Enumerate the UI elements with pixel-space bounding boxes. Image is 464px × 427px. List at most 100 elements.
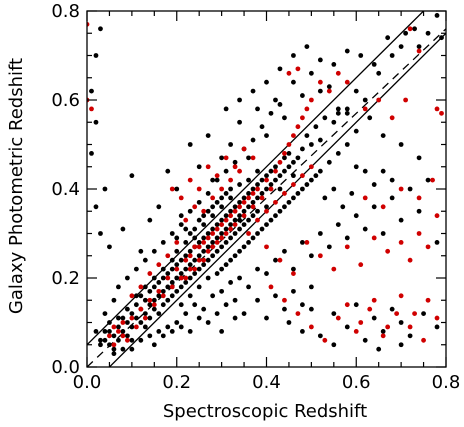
data-point-s1-77 — [250, 191, 256, 196]
data-point-s0-33 — [160, 302, 166, 308]
data-point-s1-82 — [138, 284, 144, 290]
data-point-s0-109 — [255, 208, 260, 214]
data-point-s0-171 — [300, 93, 305, 98]
data-point-s0-328 — [246, 177, 251, 183]
data-point-s0-350 — [268, 217, 274, 223]
data-point-s0-292 — [326, 159, 332, 165]
data-point-s1-132 — [264, 208, 269, 214]
data-point-s0-104 — [250, 199, 256, 205]
data-point-s0-308 — [98, 26, 103, 32]
data-point-s1-32 — [237, 204, 242, 210]
data-point-s0-215 — [317, 333, 323, 339]
data-point-s0-217 — [344, 324, 350, 330]
data-point-s0-346 — [232, 253, 238, 259]
data-point-s0-228 — [376, 346, 382, 352]
data-point-s1-115 — [380, 333, 386, 339]
data-point-s0-155 — [165, 168, 171, 174]
data-point-s0-238 — [219, 329, 225, 334]
data-point-s0-24 — [147, 315, 153, 321]
data-point-s0-314 — [291, 53, 296, 58]
data-point-s0-289 — [300, 186, 305, 192]
data-point-s1-56 — [376, 97, 382, 103]
data-point-s1-70 — [187, 253, 193, 259]
data-point-s0-10 — [124, 320, 130, 325]
data-point-s0-126 — [291, 173, 296, 179]
data-point-s1-28 — [219, 222, 225, 228]
data-point-s0-101 — [246, 204, 251, 210]
data-point-s0-256 — [111, 351, 117, 357]
data-point-s0-61 — [196, 266, 202, 272]
data-point-s0-296 — [362, 168, 368, 174]
data-point-s0-236 — [300, 302, 305, 308]
data-point-s0-158 — [187, 142, 193, 147]
data-point-s1-144 — [205, 164, 211, 170]
data-point-s0-151 — [129, 173, 135, 179]
data-point-s0-322 — [192, 235, 198, 241]
data-point-s1-7 — [124, 337, 130, 343]
data-point-s1-142 — [187, 177, 193, 183]
data-point-s1-116 — [394, 311, 400, 316]
data-point-s0-284 — [255, 231, 260, 236]
data-point-s0-356 — [322, 195, 328, 201]
data-point-s1-140 — [169, 186, 175, 192]
data-point-s0-239 — [232, 315, 238, 321]
data-point-s0-44 — [178, 271, 184, 276]
data-point-s0-161 — [210, 177, 216, 183]
data-point-s1-50 — [295, 66, 301, 72]
data-point-s0-110 — [259, 191, 265, 196]
data-point-s0-195 — [291, 266, 296, 272]
data-point-s0-278 — [268, 110, 274, 116]
data-point-s0-247 — [214, 311, 220, 316]
data-point-s1-11 — [142, 315, 148, 321]
data-point-s0-51 — [187, 262, 193, 268]
data-point-s0-229 — [398, 342, 404, 348]
data-point-s1-107 — [398, 186, 404, 192]
data-point-s0-342 — [196, 284, 202, 290]
data-point-s0-174 — [326, 84, 332, 90]
data-point-s0-277 — [259, 124, 265, 130]
data-point-s0-134 — [331, 119, 337, 125]
data-point-s0-336 — [116, 315, 121, 321]
data-point-s0-125 — [291, 159, 296, 165]
data-point-s0-321 — [183, 226, 189, 232]
data-point-s0-119 — [277, 173, 283, 179]
data-point-s0-29 — [156, 280, 162, 285]
data-point-s0-4 — [111, 346, 117, 352]
data-point-s0-218 — [353, 302, 359, 308]
data-point-s0-152 — [138, 248, 144, 254]
data-point-s0-120 — [277, 186, 283, 192]
data-point-s1-127 — [295, 311, 301, 316]
data-point-s0-31 — [160, 288, 166, 294]
data-point-s0-301 — [371, 62, 377, 67]
data-point-s1-19 — [178, 275, 184, 281]
data-point-s0-313 — [304, 44, 310, 49]
data-point-s0-149 — [102, 186, 108, 192]
data-point-s1-89 — [228, 226, 234, 232]
data-point-s0-175 — [335, 110, 341, 116]
x-axis-title: Spectroscopic Redshift — [163, 401, 367, 422]
data-point-s1-17 — [169, 284, 175, 290]
data-point-s1-60 — [416, 48, 422, 54]
data-point-s0-165 — [246, 155, 251, 161]
data-point-s1-46 — [300, 115, 305, 121]
data-point-s0-243 — [178, 324, 184, 330]
data-point-s0-357 — [331, 186, 337, 192]
data-point-s1-65 — [201, 208, 207, 214]
data-point-s0-340 — [178, 302, 184, 308]
data-point-s0-213 — [300, 329, 305, 334]
data-point-s0-148 — [107, 244, 112, 250]
x-tick-label: 0.8 — [432, 372, 461, 393]
data-point-s0-351 — [277, 208, 283, 214]
data-point-s0-168 — [273, 97, 278, 103]
data-point-s1-139 — [120, 333, 126, 339]
data-point-s0-71 — [210, 240, 216, 245]
data-point-s0-338 — [102, 329, 108, 334]
data-point-s0-95 — [237, 199, 242, 205]
data-point-s0-244 — [187, 329, 193, 334]
data-point-s0-82 — [219, 195, 225, 201]
data-point-s1-21 — [187, 266, 193, 272]
data-point-s0-358 — [340, 204, 346, 210]
reference-line-solid-0 — [87, 11, 425, 346]
data-point-s1-131 — [255, 217, 260, 223]
data-point-s1-54 — [344, 79, 350, 85]
